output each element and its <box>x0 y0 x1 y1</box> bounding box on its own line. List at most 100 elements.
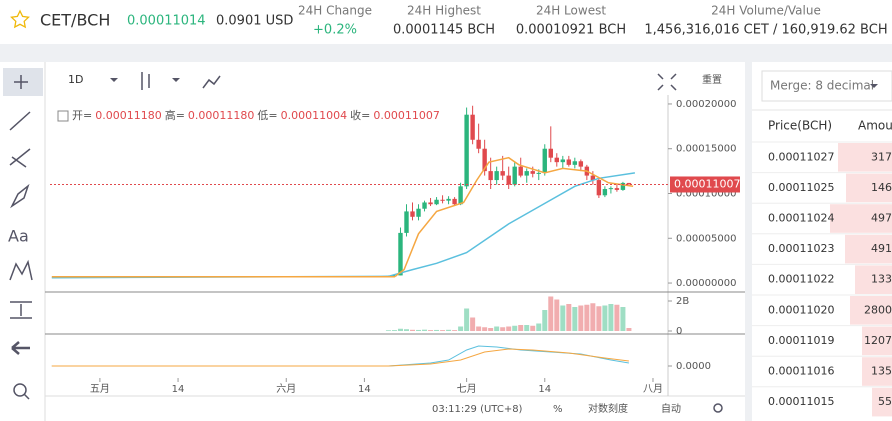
y-tick-label: 0.00010000 <box>676 189 736 200</box>
volume-bar <box>494 326 500 331</box>
volume-bar <box>590 303 596 331</box>
volume-bar <box>518 325 524 331</box>
line-tool[interactable] <box>9 111 31 131</box>
candle-body <box>500 171 505 176</box>
merge-label[interactable]: Merge: 8 decimal <box>770 79 874 93</box>
zoom-tool[interactable] <box>13 383 27 397</box>
volume-bar <box>608 304 614 331</box>
text-tool[interactable]: Aa <box>8 227 29 246</box>
volume-bar <box>596 306 602 331</box>
stat-label: 24H Volume/Value <box>711 4 821 18</box>
column-header: Price(BCH) <box>768 119 832 133</box>
back-tool[interactable] <box>11 341 30 355</box>
price-cell: 0.00011022 <box>768 273 834 286</box>
volume-bar <box>385 330 391 331</box>
candle-body <box>542 148 547 173</box>
ohlc-low: 0.00011004 <box>281 109 347 122</box>
volume-bar <box>620 307 626 331</box>
candle-body <box>566 159 572 165</box>
depth-bar <box>855 265 892 294</box>
amount-cell: 491 <box>871 242 892 255</box>
volume-bar <box>428 330 434 331</box>
volume-bar <box>554 299 560 331</box>
candle-body <box>602 189 608 196</box>
volume-bar <box>572 307 578 331</box>
fib-tool[interactable] <box>9 148 31 168</box>
merge-select[interactable] <box>761 70 892 102</box>
price-cell: 0.00011027 <box>768 150 834 163</box>
indicator-line <box>51 156 634 278</box>
amount-cell: 133 <box>871 273 892 286</box>
volume-bar <box>614 304 620 331</box>
candle-body <box>488 171 493 181</box>
candle-body <box>578 161 584 167</box>
dropdown[interactable] <box>110 78 118 82</box>
dropdown[interactable] <box>172 78 180 82</box>
settings[interactable] <box>713 403 723 413</box>
y-tick-label: 0 <box>676 326 682 337</box>
volume-bar <box>476 326 482 331</box>
volume-bar <box>542 310 548 331</box>
candle-body <box>404 211 409 233</box>
candle-body <box>572 161 578 165</box>
panel-gap <box>745 62 752 421</box>
volume-bar <box>536 323 542 331</box>
ohlc-close-label: 收= <box>350 108 370 122</box>
legend-toggle[interactable] <box>57 110 69 122</box>
volume-bar <box>584 304 590 331</box>
volume-bar <box>560 305 566 331</box>
last-price-label: 0.00011007 <box>674 177 740 190</box>
stat-label: 24H Change <box>298 4 372 18</box>
last-price: 0.00011014 <box>127 14 206 29</box>
ohlc-close: 0.00011007 <box>373 109 439 122</box>
candle-body <box>398 232 403 276</box>
fullscreen[interactable] <box>657 73 677 91</box>
candle-body <box>620 182 626 190</box>
measure-tool[interactable] <box>10 301 32 319</box>
dropdown[interactable] <box>870 84 878 88</box>
crosshair-tool[interactable] <box>14 75 28 89</box>
stat-value: +0.2% <box>313 23 357 38</box>
volume-bar <box>506 326 512 331</box>
candle-body <box>560 159 566 163</box>
volume-bar <box>512 325 518 331</box>
auto-toggle[interactable]: 自动 <box>661 402 681 415</box>
candle-body <box>536 172 541 174</box>
volume-bar <box>530 325 536 331</box>
candle-body <box>518 166 523 176</box>
pair[interactable]: CET/BCH <box>40 11 110 30</box>
brush-tool[interactable] <box>10 183 30 209</box>
candle-body <box>530 171 535 174</box>
x-tick-label: 七月 <box>457 383 477 395</box>
pattern-tool[interactable] <box>9 259 33 281</box>
candle-body <box>464 114 469 187</box>
last-price-box <box>670 176 740 193</box>
y-tick-label: 0.00005000 <box>676 233 736 244</box>
amount-cell: 55 <box>878 395 892 408</box>
volume-bar <box>434 329 440 331</box>
candle-body <box>440 199 445 201</box>
candle-body <box>608 188 614 190</box>
candle-body <box>554 157 559 163</box>
indicator[interactable] <box>202 75 221 89</box>
candle-body <box>524 171 529 176</box>
candle-body <box>452 198 457 205</box>
reset[interactable]: 重置 <box>702 73 722 86</box>
volume-bar <box>464 308 470 331</box>
x-tick-label: 14 <box>172 384 185 395</box>
volume-bar <box>470 317 476 331</box>
price-cell: 0.00011019 <box>768 334 834 347</box>
x-tick-label: 14 <box>358 384 371 395</box>
price-cell: 0.00011015 <box>768 395 834 408</box>
candle-type[interactable] <box>141 72 150 90</box>
favorite-star[interactable] <box>10 9 30 29</box>
volume-bar <box>416 329 422 331</box>
candle-body <box>482 148 487 172</box>
candle-body <box>512 166 517 185</box>
volume-bar <box>410 329 416 331</box>
interval[interactable]: 1D <box>68 73 83 86</box>
volume-bar <box>548 296 554 331</box>
volume-bar <box>626 328 632 331</box>
percent-toggle[interactable]: % <box>553 404 563 415</box>
log-toggle[interactable]: 对数刻度 <box>588 402 628 415</box>
